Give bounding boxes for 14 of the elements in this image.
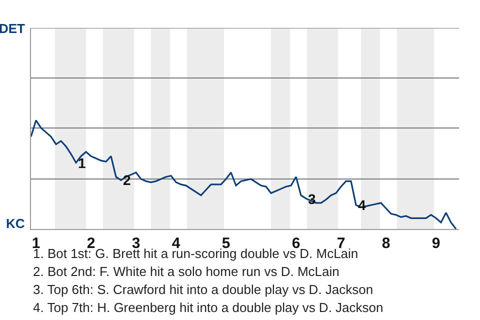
- text: 4. Top 7th: H. Greenberg hit into a double play vs D. Jackson: [33, 300, 384, 315]
- text: DET: [0, 21, 26, 36]
- text: KC: [6, 216, 26, 231]
- x-tick-label: 9: [432, 235, 440, 252]
- x-tick-label: 5: [222, 235, 230, 252]
- x-tick-label: 7: [336, 235, 346, 252]
- text: 2. Bot 2nd: F. White hit a solo home run vs D. McLain: [33, 264, 340, 279]
- x-tick-label: 4: [172, 235, 181, 252]
- x-tick-label: 8: [382, 235, 390, 252]
- x-tick-label: 2: [86, 235, 96, 252]
- annotation: 1: [78, 155, 86, 171]
- x-tick-label: 6: [292, 235, 300, 252]
- annotation: 2: [123, 172, 131, 188]
- text: 3. Top 6th: S. Crawford hit into a double play vs D. Jackson: [33, 282, 374, 297]
